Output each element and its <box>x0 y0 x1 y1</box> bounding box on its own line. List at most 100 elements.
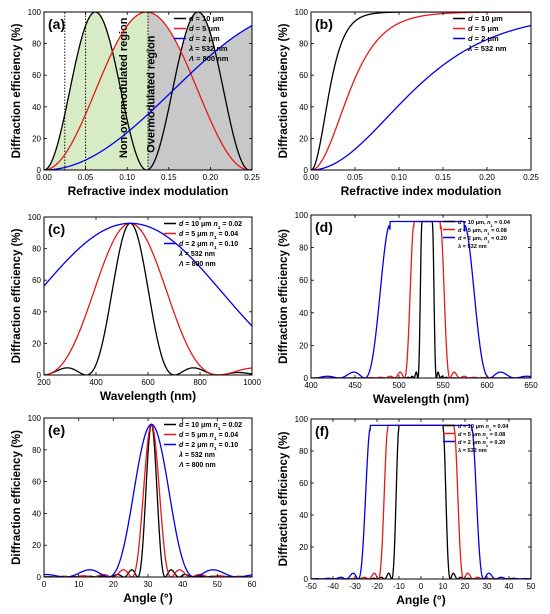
x-tick-label: 0.15 <box>161 173 177 182</box>
legend-entry-3: d = 2 μm <box>189 34 220 43</box>
y-tick-label: 40 <box>32 308 41 317</box>
panel-1: Non-overmodulated region Overmodulated re… <box>11 8 260 198</box>
legend-entry-3: d = 2 μm n1 = 0.10 <box>179 241 238 251</box>
x-tick-label: 450 <box>348 381 362 390</box>
legend-entry-3: d = 2 μm n1 = 0.10 <box>179 442 238 452</box>
series-line-3 <box>44 25 252 170</box>
x-tick-label: 40 <box>178 580 187 589</box>
x-tick-label: -10 <box>393 582 405 591</box>
param-label-2: Λ = 800 nm <box>178 462 216 469</box>
series-line-3 <box>311 424 531 579</box>
x-tick-label: 400 <box>89 378 103 387</box>
param-label-1: λ = 532 nm <box>457 244 487 250</box>
legend-entry-2: d = 5 μm n1 = 0.04 <box>179 231 238 241</box>
param-label-1: λ = 532 nm <box>178 451 215 459</box>
y-tick-label: 20 <box>32 134 41 143</box>
series-line-3 <box>44 222 252 327</box>
y-tick-label: 40 <box>32 103 41 112</box>
legend-entry-2: d = 5 μm n1 = 0.04 <box>179 432 238 442</box>
y-tick-label: 0 <box>37 371 42 380</box>
x-axis-label: Wavelength (nm) <box>100 389 196 403</box>
x-axis-label: Wavelength (nm) <box>373 392 469 406</box>
x-axis-label: Refractive index modulation <box>68 184 229 198</box>
panel-label: (a) <box>48 16 65 32</box>
panel-label: (d) <box>315 219 333 235</box>
x-tick-label: 50 <box>213 580 222 589</box>
y-tick-label: 80 <box>32 40 41 49</box>
y-tick-label: 60 <box>32 71 41 80</box>
y-tick-label: 0 <box>304 575 309 584</box>
x-tick-label: 10 <box>74 580 83 589</box>
panel-label: (c) <box>48 221 65 237</box>
y-tick-label: 40 <box>299 511 308 520</box>
x-axis-label: Refractive index modulation <box>341 184 502 198</box>
y-axis-label: Diffraction efficiency (%) <box>278 23 290 158</box>
y-tick-label: 0 <box>37 166 42 175</box>
panel-4: 400 450 500 550 600 650 0 20 40 60 80 100 Wavelength… <box>278 211 538 406</box>
x-tick-label: 0.10 <box>119 173 135 182</box>
x-tick-label: 600 <box>141 378 155 387</box>
x-tick-label: 800 <box>193 378 207 387</box>
y-axis-label: Diffraction efficiency (%) <box>278 229 290 364</box>
y-tick-label: 80 <box>299 244 308 253</box>
y-tick-label: 100 <box>28 213 42 222</box>
y-tick-label: 100 <box>295 415 309 424</box>
x-axis-label: Angle (°) <box>123 591 172 605</box>
y-axis-label: Diffraction efficiency (%) <box>11 228 23 363</box>
y-axis-label: Diffraction efficiency (%) <box>278 431 290 566</box>
x-tick-label: 400 <box>304 381 318 390</box>
x-tick-label: 0 <box>419 582 424 591</box>
param-label-1: λ = 532 nm <box>467 44 507 53</box>
x-tick-label: 0.05 <box>78 173 94 182</box>
x-tick-label: 500 <box>392 381 406 390</box>
series-line-3 <box>44 423 252 577</box>
x-tick-label: 0 <box>42 580 47 589</box>
panel-3: 200 400 600 800 1000 0 20 40 60 80 100 Wavelength (… <box>11 213 261 403</box>
y-tick-label: 0 <box>304 166 309 175</box>
y-tick-label: 0 <box>37 573 42 582</box>
panel-6: -50 -40 -30 -20 -10 0 10 20 30 40 50 0 20 40 60 80 100 An… <box>278 415 536 607</box>
panel-label: (b) <box>315 16 333 32</box>
y-tick-label: 80 <box>299 447 308 456</box>
y-tick-label: 80 <box>299 40 308 49</box>
y-tick-label: 40 <box>32 509 41 518</box>
region-label-2: Overmodulated region <box>146 35 158 153</box>
y-tick-label: 60 <box>299 276 308 285</box>
y-tick-label: 20 <box>32 541 41 550</box>
x-tick-label: 200 <box>37 378 51 387</box>
x-tick-label: 0.15 <box>435 173 451 182</box>
x-tick-label: 1000 <box>243 378 261 387</box>
y-tick-label: 20 <box>299 543 308 552</box>
x-tick-label: -20 <box>371 582 383 591</box>
panel-2: 0.00 0.05 0.10 0.15 0.20 0.25 0 20 40 60 80 100 Refr… <box>278 8 539 198</box>
x-tick-label: 20 <box>461 582 470 591</box>
legend-entry-1: d = 10 μm, n1 = 0.04 <box>458 220 511 228</box>
x-tick-label: 550 <box>436 381 450 390</box>
y-tick-label: 80 <box>32 446 41 455</box>
y-tick-label: 100 <box>295 211 309 220</box>
y-tick-label: 100 <box>295 8 309 17</box>
y-tick-label: 40 <box>299 309 308 318</box>
y-tick-label: 0 <box>304 374 309 383</box>
y-tick-label: 80 <box>32 245 41 254</box>
x-tick-label: 0.10 <box>391 173 407 182</box>
y-tick-label: 100 <box>28 414 42 423</box>
x-tick-label: -30 <box>349 582 361 591</box>
region-2 <box>148 12 252 170</box>
x-tick-label: 20 <box>109 580 118 589</box>
legend-entry-1: d = 10 μm n1 = 0.02 <box>179 422 242 432</box>
y-tick-label: 60 <box>32 276 41 285</box>
legend-entry-2: d = 5 μm n1 = 0.08 <box>458 432 505 440</box>
plot-frame <box>310 11 532 171</box>
x-tick-label: -50 <box>305 582 317 591</box>
y-tick-label: 20 <box>299 341 308 350</box>
legend-entry-2: d = 5 μm <box>189 24 220 33</box>
x-tick-label: 50 <box>527 582 536 591</box>
plot-frame <box>310 214 532 379</box>
panel-label: (f) <box>315 423 329 439</box>
y-tick-label: 20 <box>299 134 308 143</box>
y-tick-label: 60 <box>299 479 308 488</box>
legend-entry-1: d = 10 μm n1 = 0.04 <box>458 424 509 432</box>
x-tick-label: 40 <box>505 582 514 591</box>
param-label-1: λ = 532 nm <box>178 250 215 258</box>
